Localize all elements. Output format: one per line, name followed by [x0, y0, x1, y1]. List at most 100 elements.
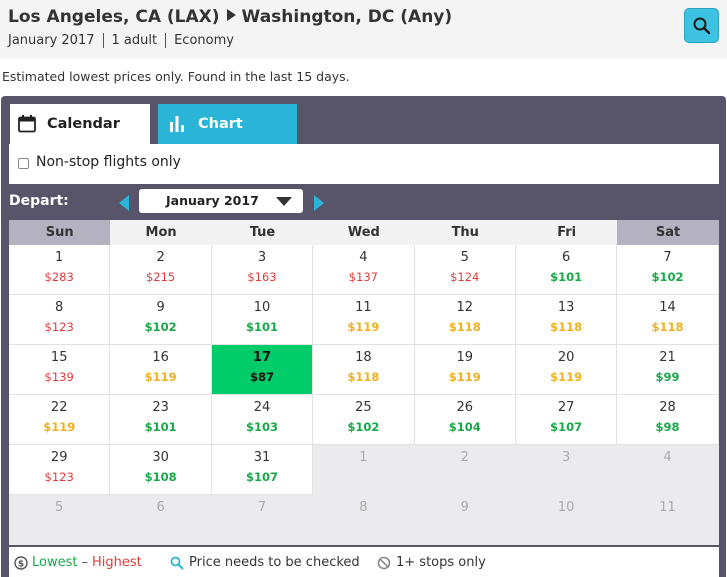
weekday-tue: Tue	[211, 220, 314, 245]
calendar-day[interactable]: 23 $101	[110, 395, 212, 445]
calendar-day[interactable]: 7 $102	[617, 245, 719, 295]
day-number: 11	[659, 500, 676, 515]
calendar-day[interactable]: 4 $137	[313, 245, 415, 295]
day-price: $87	[249, 370, 274, 384]
calendar-day[interactable]: 16 $119	[110, 345, 212, 395]
weekday-header: Sun Mon Tue Wed Thu Fri Sat	[9, 220, 719, 245]
calendar-day[interactable]: 24 $103	[211, 395, 314, 445]
search-button[interactable]	[684, 8, 719, 43]
day-price: $283	[44, 270, 74, 284]
trip-month: January 2017	[8, 33, 95, 48]
calendar-day-outside: 5	[9, 495, 111, 545]
calendar-day[interactable]: 29 $123	[9, 445, 111, 495]
day-price: $102	[651, 270, 684, 284]
day-number: 6	[562, 250, 571, 265]
day-price: $163	[247, 270, 277, 284]
calendar-day[interactable]: 5 $124	[414, 245, 516, 295]
calendar-day-outside: 10	[515, 495, 618, 545]
weekday-thu: Thu	[414, 220, 516, 245]
calendar-day[interactable]: 11 $119	[313, 295, 415, 345]
calendar-day[interactable]: 19 $119	[414, 345, 516, 395]
day-price: $119	[550, 370, 583, 384]
day-number: 22	[50, 400, 68, 415]
calendar-day[interactable]: 17 $87	[211, 345, 314, 395]
month-dropdown[interactable]: January 2017	[139, 189, 303, 213]
calendar-day[interactable]: 8 $123	[9, 295, 111, 345]
next-month-button[interactable]	[314, 195, 324, 211]
day-number: 3	[562, 450, 571, 465]
calendar-day[interactable]: 9 $102	[110, 295, 212, 345]
day-number: 4	[359, 250, 368, 265]
route-arrow-icon	[226, 9, 236, 21]
calendar-day[interactable]: 13 $118	[515, 295, 618, 345]
day-price: $124	[450, 270, 480, 284]
day-number: 4	[663, 450, 672, 465]
calendar-day[interactable]: 25 $102	[313, 395, 415, 445]
nonstop-checkbox[interactable]	[18, 158, 29, 169]
calendar-day[interactable]: 6 $101	[515, 245, 618, 295]
calendar-week: 8 $123 9 $102 10 $101 11 $119 12 $118 13 $118 14 $118	[9, 295, 719, 345]
day-price: $99	[655, 370, 680, 384]
calendar-day[interactable]: 28 $98	[617, 395, 719, 445]
tab-chart[interactable]: Chart	[158, 104, 297, 144]
legend-stops: 1+ stops only	[377, 555, 486, 570]
day-number: 23	[152, 400, 169, 415]
tab-calendar[interactable]: Calendar	[10, 104, 150, 144]
origin-label: Los Angeles, CA (LAX)	[8, 7, 220, 27]
day-price: $101	[550, 270, 583, 284]
price-calendar-panel: Calendar Chart Non-stop flights only Dep…	[1, 96, 726, 577]
calendar-day[interactable]: 27 $107	[515, 395, 618, 445]
bar-chart-icon	[170, 116, 184, 132]
day-number: 28	[659, 400, 676, 415]
price-notice: Estimated lowest prices only. Found in t…	[2, 69, 350, 84]
weekday-wed: Wed	[313, 220, 415, 245]
calendar-day[interactable]: 1 $283	[9, 245, 111, 295]
calendar-grid: Sun Mon Tue Wed Thu Fri Sat 1 $283 2 $215 3 $163 4 $1…	[9, 220, 719, 545]
day-number: 15	[50, 350, 68, 365]
legend-price-range: $ Lowest – Highest	[14, 555, 142, 570]
calendar-day-outside: 7	[211, 495, 314, 545]
calendar-day[interactable]: 18 $118	[313, 345, 415, 395]
weekday-mon: Mon	[110, 220, 212, 245]
calendar-day[interactable]: 14 $118	[617, 295, 719, 345]
day-number: 5	[460, 250, 469, 265]
prev-month-button[interactable]	[119, 195, 129, 211]
day-number: 16	[152, 350, 169, 365]
calendar-day-outside: 2	[414, 445, 516, 495]
weekday-sat: Sat	[617, 220, 719, 245]
calendar-day[interactable]: 10 $101	[211, 295, 314, 345]
tab-calendar-label: Calendar	[47, 116, 120, 132]
calendar-day[interactable]: 20 $119	[515, 345, 618, 395]
calendar-day[interactable]: 26 $104	[414, 395, 516, 445]
day-number: 24	[253, 400, 271, 415]
day-price: $98	[655, 420, 680, 434]
calendar-day[interactable]: 3 $163	[211, 245, 314, 295]
day-number: 7	[257, 500, 267, 515]
calendar-day[interactable]: 22 $119	[9, 395, 111, 445]
day-price: $104	[448, 420, 481, 434]
day-number: 12	[456, 300, 474, 315]
search-summary-header: Los Angeles, CA (LAX) Washington, DC (Any…	[0, 0, 727, 58]
day-price: $103	[245, 420, 278, 434]
price-tag-icon: $	[14, 555, 28, 570]
calendar-day[interactable]: 2 $215	[110, 245, 212, 295]
day-number: 1	[359, 450, 368, 465]
day-price: $101	[144, 420, 177, 434]
calendar-day[interactable]: 15 $139	[9, 345, 111, 395]
legend-lowest: Lowest	[32, 555, 78, 570]
calendar-day[interactable]: 30 $108	[110, 445, 212, 495]
day-number: 19	[456, 350, 474, 365]
day-price: $101	[245, 320, 278, 334]
calendar-day[interactable]: 21 $99	[617, 345, 719, 395]
nonstop-label[interactable]: Non-stop flights only	[36, 154, 181, 170]
day-number: 31	[253, 450, 271, 465]
calendar-day-outside: 8	[313, 495, 415, 545]
day-price: $107	[550, 420, 583, 434]
cabin-class: Economy	[165, 33, 242, 48]
calendar-day[interactable]: 12 $118	[414, 295, 516, 345]
day-number: 10	[557, 500, 575, 515]
day-price: $119	[347, 320, 380, 334]
calendar-day[interactable]: 31 $107	[211, 445, 314, 495]
calendar-week: 1 $283 2 $215 3 $163 4 $137 5 $124 6 $101 7 $102	[9, 245, 719, 295]
month-dropdown-value: January 2017	[166, 193, 259, 208]
